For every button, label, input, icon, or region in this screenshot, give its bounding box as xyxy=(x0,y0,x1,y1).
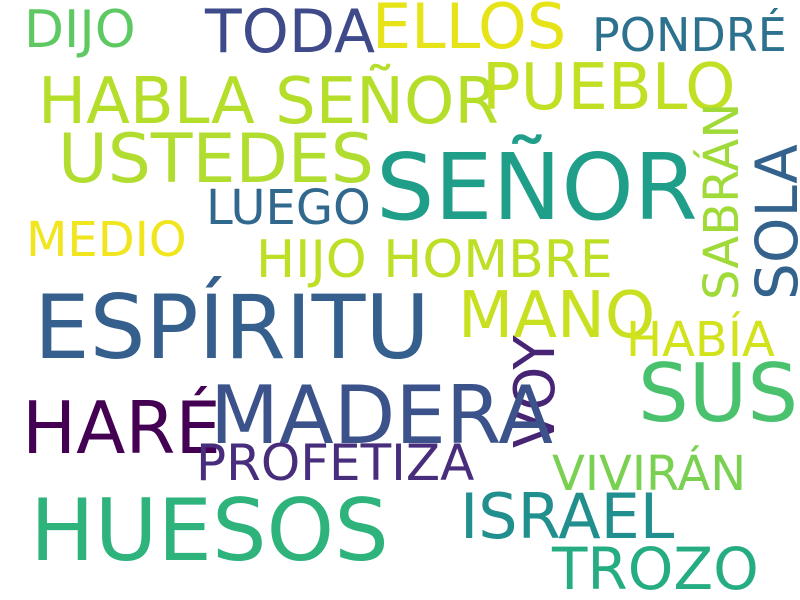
word-luego: LUEGO xyxy=(206,180,371,236)
word-medio: MEDIO xyxy=(26,212,187,268)
word-hijo-hombre: HIJO HOMBRE xyxy=(256,230,613,290)
word-madera: MADERA xyxy=(210,369,553,462)
word-trozo: TROZO xyxy=(552,535,759,600)
word-profetiza: PROFETIZA xyxy=(196,434,475,492)
word-habia: HABÍA xyxy=(626,312,775,368)
word-sabran: SABRÁN xyxy=(694,102,750,300)
word-mano: MANO xyxy=(458,279,656,353)
word-espiritu: ESPÍRITU xyxy=(34,276,430,379)
word-dijo: DIJO xyxy=(24,0,136,60)
word-ellos: ELLOS xyxy=(372,0,567,63)
word-toda: TODA xyxy=(205,0,376,67)
word-pueblo: PUEBLO xyxy=(482,51,736,125)
word-pondre: PONDRÉ xyxy=(592,8,787,62)
word-habla-senor: HABLA SEÑOR xyxy=(38,65,499,139)
word-israel: ISRAEL xyxy=(460,480,675,553)
word-sus: SUS xyxy=(638,347,799,440)
word-ustedes: USTEDES xyxy=(58,120,374,199)
word-huesos: HUESOS xyxy=(30,481,389,581)
word-senor: SEÑOR xyxy=(376,134,698,241)
word-sola: SOLA xyxy=(743,144,800,300)
word-hare: HARÉ xyxy=(22,386,221,470)
word-viviran: VIVIRÁN xyxy=(552,446,747,502)
